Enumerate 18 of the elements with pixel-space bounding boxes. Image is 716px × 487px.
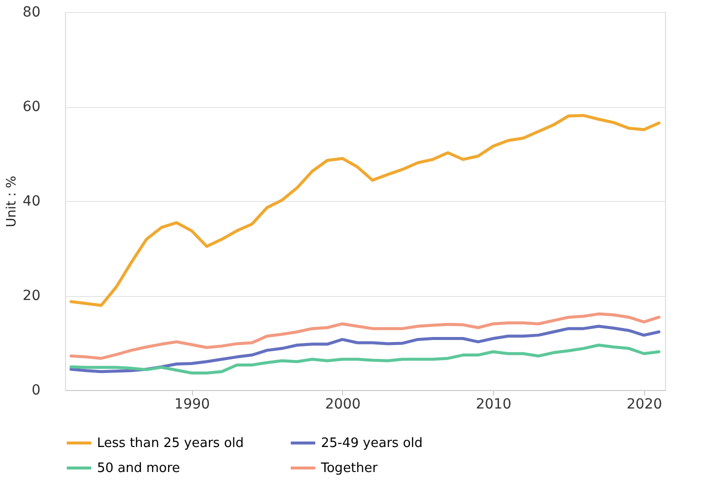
y-tick-label: 0 [32, 382, 40, 398]
y-tick-label: 80 [22, 4, 40, 20]
x-tick-label: 2020 [626, 396, 662, 412]
line-series [70, 344, 660, 374]
line-series [70, 324, 660, 374]
x-tick-label: 1990 [174, 396, 210, 412]
line-series [70, 312, 660, 360]
legend-label: Less than 25 years old [97, 436, 244, 451]
y-tick-label: 40 [22, 194, 40, 210]
legend-label: Together [320, 461, 378, 476]
line-series [70, 114, 660, 307]
y-tick-label: 20 [22, 288, 40, 304]
legend-label: 25-49 years old [321, 436, 423, 451]
x-tick-label: 2000 [325, 396, 361, 412]
legend-label: 50 and more [97, 461, 180, 476]
y-tick-label: 60 [22, 99, 40, 115]
x-tick-label: 2010 [476, 396, 512, 412]
y-axis-title: Unit : % [4, 176, 20, 228]
